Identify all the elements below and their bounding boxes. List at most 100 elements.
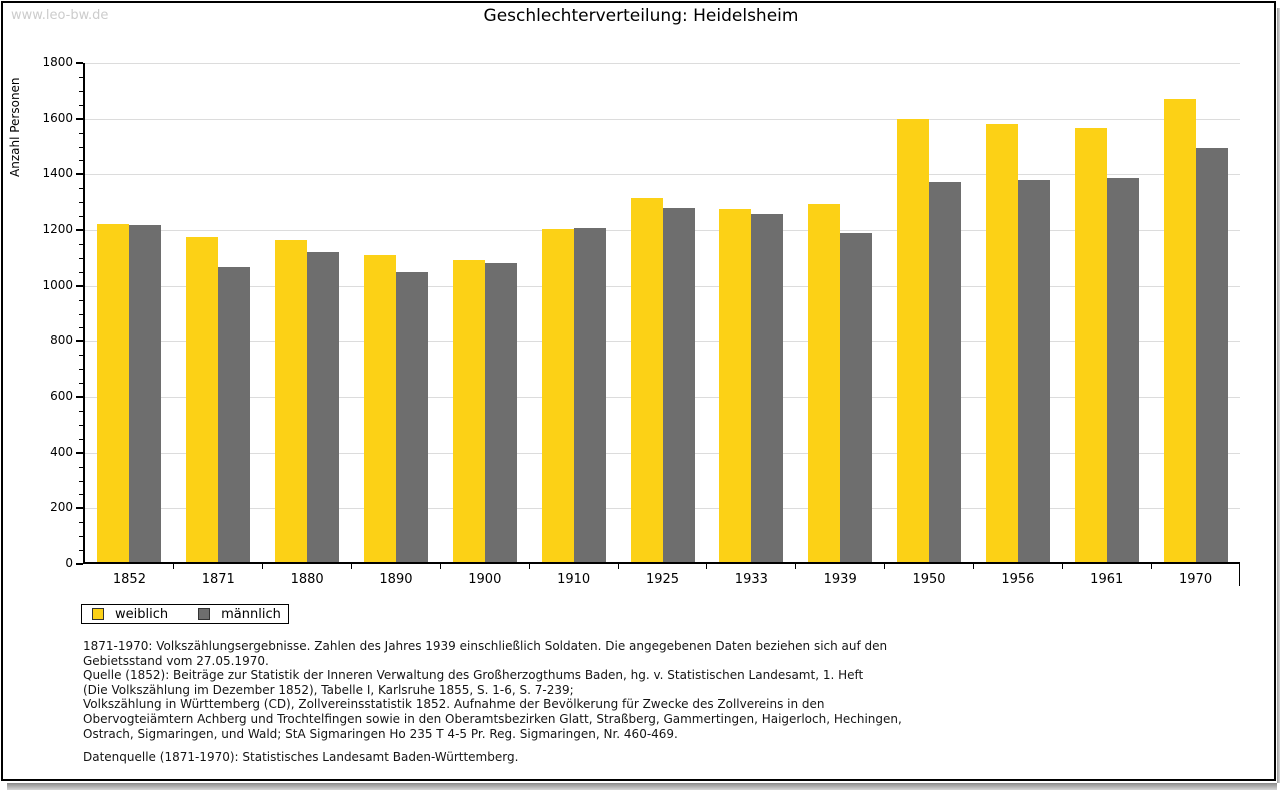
bar-weiblich-1950 [897, 119, 930, 562]
y-tick-minor-1050 [79, 271, 83, 273]
bar-männlich-1950 [929, 182, 962, 562]
y-tick-minor-350 [79, 466, 83, 468]
bar-männlich-1880 [307, 251, 340, 562]
y-tick-minor-850 [79, 327, 83, 329]
y-tick-minor-1500 [79, 146, 83, 148]
bar-männlich-1890 [395, 271, 428, 562]
legend: weiblich männlich [81, 604, 289, 624]
bar-weiblich-1961 [1074, 127, 1107, 562]
bar-männlich-1939 [840, 232, 873, 562]
gridline-1400 [85, 174, 1240, 176]
y-tick-label-1600: 1600 [42, 110, 73, 125]
datasource-note: Datenquelle (1871-1970): Statistisches L… [83, 750, 519, 765]
y-tick-minor-900 [79, 313, 83, 315]
x-separator-tick-8 [795, 564, 797, 569]
x-separator-tick-2 [262, 564, 264, 569]
y-tick-label-1400: 1400 [42, 166, 73, 181]
bar-weiblich-1956 [985, 124, 1018, 562]
source-note-line-2: Gebietsstand vom 27.05.1970. [83, 653, 269, 668]
y-tick-major-1200 [76, 229, 83, 231]
y-tick-major-0 [76, 563, 83, 565]
bar-weiblich-1880 [275, 240, 308, 562]
bar-weiblich-1910 [541, 228, 574, 562]
bar-weiblich-1871 [186, 236, 219, 562]
y-axis-label: Anzahl Personen [8, 77, 22, 177]
y-tick-minor-450 [79, 438, 83, 440]
y-tick-minor-950 [79, 299, 83, 301]
x-tick-label-1956: 1956 [1001, 572, 1035, 587]
source-note-line-3: Quelle (1852): Beiträge zur Statistik de… [83, 668, 864, 683]
x-tick-label-1933: 1933 [734, 572, 768, 587]
y-tick-minor-700 [79, 369, 83, 371]
x-separator-tick-11 [1061, 564, 1063, 569]
y-tick-major-1800 [76, 62, 83, 64]
y-tick-label-800: 800 [50, 333, 73, 348]
y-tick-label-600: 600 [50, 389, 73, 403]
y-tick-minor-550 [79, 410, 83, 412]
legend-item-weiblich: weiblich [92, 607, 168, 622]
page-shadow-bottom [7, 783, 1277, 790]
y-tick-minor-750 [79, 355, 83, 357]
bar-weiblich-1925 [630, 198, 663, 562]
y-tick-minor-500 [79, 424, 83, 426]
bar-weiblich-1970 [1163, 98, 1196, 562]
y-tick-minor-1350 [79, 188, 83, 190]
y-tick-minor-150 [79, 522, 83, 524]
y-tick-major-1600 [76, 117, 83, 120]
x-separator-tick-9 [884, 564, 886, 569]
footer-notes: 1871-1970: Volkszählungsergebnisse. Zahl… [83, 639, 1233, 765]
y-tick-minor-1700 [79, 90, 83, 92]
source-note-line-4: (Die Volkszählung im Dezember 1852), Tab… [83, 682, 574, 697]
x-separator-tick-5 [528, 564, 530, 569]
y-tick-label-400: 400 [50, 444, 73, 459]
y-tick-minor-1300 [79, 202, 83, 204]
x-separator-tick-10 [972, 564, 974, 569]
y-tick-minor-1550 [79, 132, 83, 134]
bar-männlich-1933 [751, 213, 784, 562]
y-tick-minor-1650 [79, 104, 83, 106]
y-tick-minor-250 [79, 494, 83, 496]
bar-weiblich-1933 [719, 209, 752, 562]
y-tick-major-400 [76, 451, 83, 454]
x-tick-label-1939: 1939 [823, 572, 857, 587]
y-tick-minor-1450 [79, 160, 83, 162]
y-tick-major-1000 [76, 284, 83, 287]
source-note-line-1: 1871-1970: Volkszählungsergebnisse. Zahl… [83, 639, 888, 653]
bar-männlich-1900 [484, 262, 517, 562]
source-note-line-5: Volkszählung in Württemberg (CD), Zollve… [83, 697, 825, 712]
x-tick-label-1910: 1910 [557, 572, 591, 587]
y-tick-label-1800: 1800 [42, 55, 73, 69]
chart-title: Geschlechterverteilung: Heidelsheim [483, 6, 799, 26]
legend-label-weiblich: weiblich [115, 606, 169, 622]
x-tick-label-1880: 1880 [290, 572, 324, 587]
x-tick-label-1950: 1950 [912, 572, 946, 587]
gridline-1600 [85, 118, 1240, 120]
bar-männlich-1961 [1106, 178, 1139, 562]
y-tick-minor-1250 [79, 216, 83, 218]
legend-label-maennlich: männlich [221, 606, 281, 622]
y-tick-minor-650 [79, 383, 83, 385]
x-tick-label-1852: 1852 [112, 572, 146, 587]
x-tick-label-1961: 1961 [1090, 572, 1124, 587]
x-separator-tick-4 [439, 564, 441, 569]
source-note-line-7: Ostrach, Sigmaringen, und Wald; StA Sigm… [83, 726, 678, 741]
y-tick-minor-50 [79, 550, 83, 552]
y-tick-minor-100 [79, 536, 83, 538]
y-tick-label-1200: 1200 [42, 222, 73, 236]
bar-männlich-1956 [1017, 180, 1050, 562]
x-separator-tick-7 [706, 564, 708, 569]
watermark-url: www.leo-bw.de [11, 8, 109, 23]
y-tick-minor-1750 [79, 76, 83, 78]
y-tick-major-800 [76, 340, 83, 343]
legend-item-maennlich: männlich [198, 607, 281, 622]
legend-swatch-maennlich [198, 608, 211, 620]
bar-weiblich-1890 [363, 255, 396, 562]
bar-männlich-1925 [662, 207, 695, 562]
x-axis-end-tick [1239, 564, 1240, 586]
plot-area: 0 200 400 600 800 1000 1200 1400 1600 1800 1852 187… [42, 55, 1240, 587]
bar-männlich-1910 [573, 227, 606, 562]
y-tick-label-200: 200 [50, 500, 73, 515]
bar-weiblich-1852 [97, 223, 130, 562]
x-tick-label-1871: 1871 [201, 572, 235, 587]
